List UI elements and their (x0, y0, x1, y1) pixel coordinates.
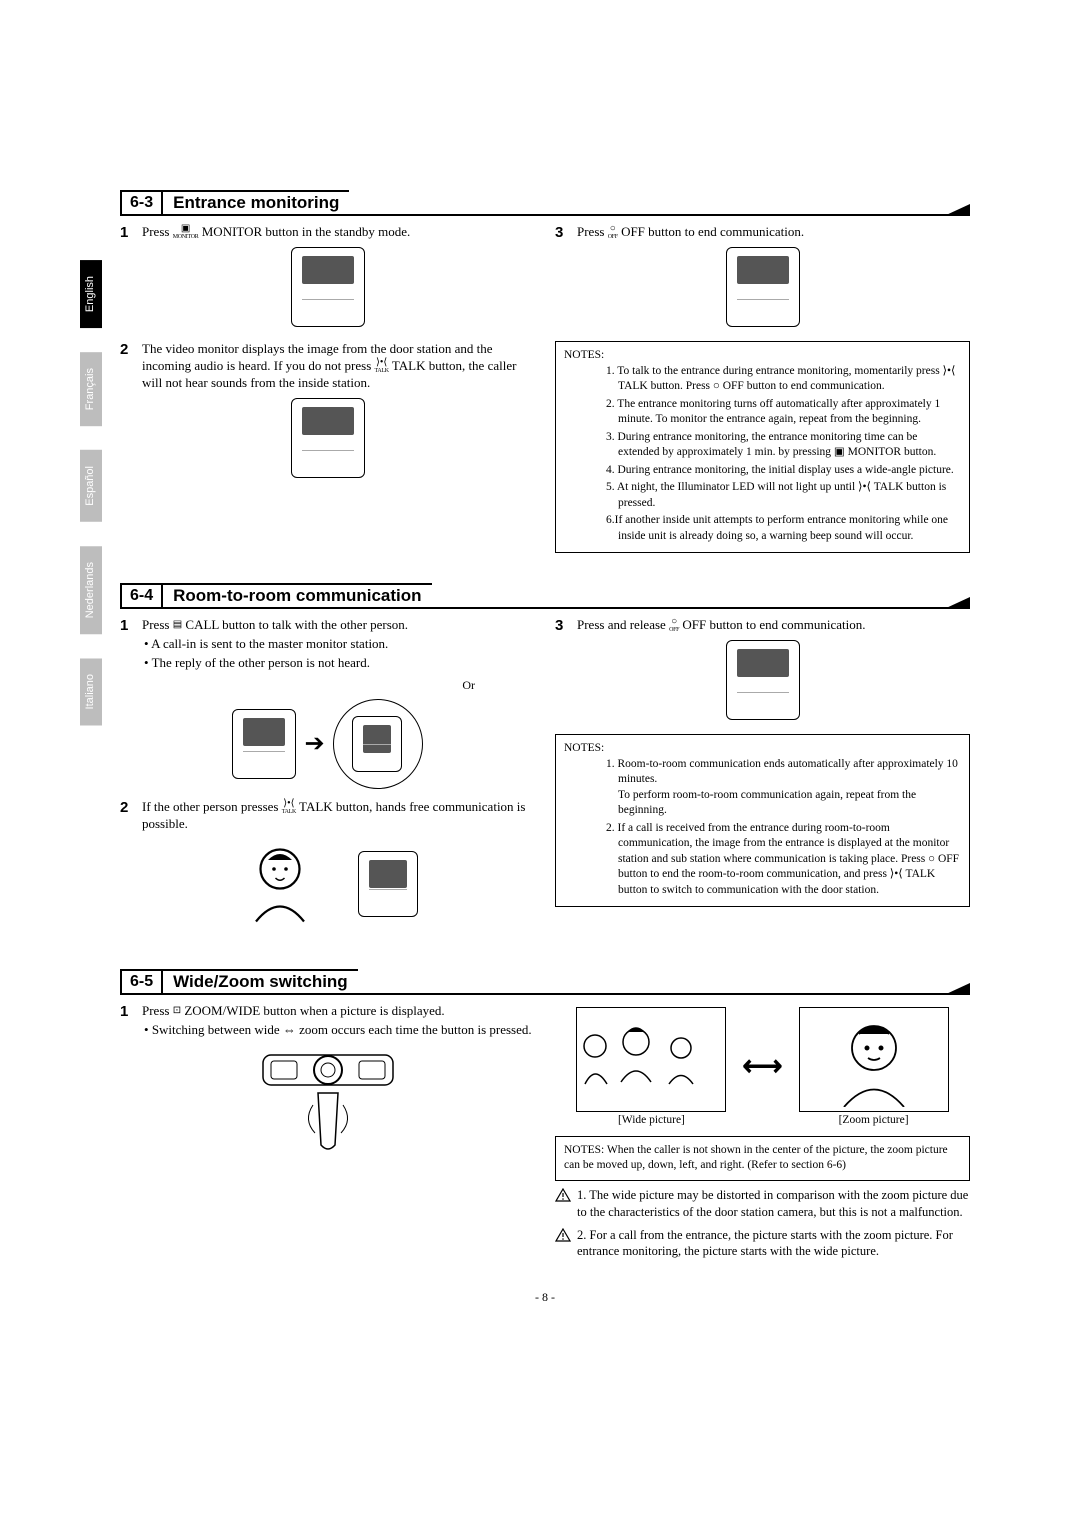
notes-label: NOTES: (564, 742, 604, 754)
or-label: Or (120, 678, 535, 693)
off-icon: ○OFF (669, 617, 679, 633)
step-number: 2 (120, 341, 134, 392)
illustration-monitor-display (120, 398, 535, 482)
notes-label: NOTES: (564, 349, 604, 361)
lang-tab-francais[interactable]: Français (80, 352, 102, 426)
note-item: 2. If a call is received from the entran… (618, 821, 961, 899)
call-icon: ▤ (173, 620, 182, 630)
monitor-icon: ▣MONITOR (173, 224, 199, 240)
step-number: 1 (120, 1003, 134, 1039)
step-number: 2 (120, 799, 134, 833)
notes-box-6-4: NOTES: 1. Room-to-room communication end… (555, 734, 970, 907)
step-text: The video monitor displays the image fro… (142, 341, 535, 392)
warning-icon (555, 1228, 571, 1242)
zoom-icon: ⊡ (173, 1006, 181, 1016)
warning-item: 1. The wide picture may be distorted in … (555, 1187, 970, 1221)
lang-tab-italiano[interactable]: Italiano (80, 658, 102, 725)
wide-zoom-comparison: [Wide picture] ⟷ [Zoom picture] (555, 1007, 970, 1126)
step-text: Press ▤ CALL button to talk with the oth… (142, 617, 535, 672)
notes-label: NOTES: (564, 1144, 604, 1156)
step-number: 1 (120, 224, 134, 241)
section-header: 6-3 Entrance monitoring (120, 190, 970, 216)
section-number: 6-3 (120, 190, 163, 216)
talk-icon: ⟩•⟨TALK (375, 358, 389, 374)
language-tabs: English Français Español Nederlands Ital… (80, 260, 104, 750)
step-number: 1 (120, 617, 134, 672)
section-6-3: 6-3 Entrance monitoring 1 Press ▣MONITOR… (120, 190, 970, 553)
page-number: - 8 - (120, 1290, 970, 1305)
section-title: Wide/Zoom switching (163, 969, 358, 995)
section-number: 6-5 (120, 969, 163, 995)
warning-item: 2. For a call from the entrance, the pic… (555, 1227, 970, 1261)
illustration-monitor-press (120, 247, 535, 331)
note-item: 3. During entrance monitoring, the entra… (618, 430, 961, 461)
section-title: Entrance monitoring (163, 190, 349, 216)
notes-box-6-5: NOTES: When the caller is not shown in t… (555, 1136, 970, 1181)
step-text: Press ○OFF OFF button to end communicati… (577, 224, 970, 241)
section-header: 6-4 Room-to-room communication (120, 583, 970, 609)
note-item: 1. Room-to-room communication ends autom… (618, 757, 961, 819)
step-text: If the other person presses ⟩•⟨TALK TALK… (142, 799, 535, 833)
note-item: 1. To talk to the entrance during entran… (618, 364, 961, 395)
note-item: 6.If another inside unit attempts to per… (618, 513, 961, 544)
zoom-caption: [Zoom picture] (799, 1114, 949, 1126)
section-6-4: 6-4 Room-to-room communication 1 Press ▤… (120, 583, 970, 939)
step-text: Press and release ○OFF OFF button to end… (577, 617, 970, 634)
illustration-zoom-button (120, 1045, 535, 1159)
note-item: 5. At night, the Illuminator LED will no… (618, 480, 961, 511)
illustration-handsfree (120, 839, 535, 929)
section-number: 6-4 (120, 583, 163, 609)
double-arrow-icon: ⟷ (742, 1049, 782, 1083)
step-number: 3 (555, 224, 569, 241)
lang-tab-espanol[interactable]: Español (80, 450, 102, 522)
step-text: Press ▣MONITOR MONITOR button in the sta… (142, 224, 535, 241)
section-6-5: 6-5 Wide/Zoom switching 1 Press ⊡ ZOOM/W… (120, 969, 970, 1261)
person-icon (238, 839, 328, 929)
wide-caption: [Wide picture] (576, 1114, 726, 1126)
illustration-call-sequence: ➔ (120, 699, 535, 789)
illustration-off-press (555, 247, 970, 331)
section-header: 6-5 Wide/Zoom switching (120, 969, 970, 995)
warning-icon (555, 1188, 571, 1202)
note-item: 4. During entrance monitoring, the initi… (618, 463, 961, 479)
notes-text: When the caller is not shown in the cent… (564, 1144, 948, 1172)
step-number: 3 (555, 617, 569, 634)
talk-icon: ⟩•⟨TALK (282, 799, 296, 815)
section-title: Room-to-room communication (163, 583, 431, 609)
note-item: 2. The entrance monitoring turns off aut… (618, 397, 961, 428)
step-text: Press ⊡ ZOOM/WIDE button when a picture … (142, 1003, 535, 1039)
illustration-off-press (555, 640, 970, 724)
lang-tab-english[interactable]: English (80, 260, 102, 328)
wide-picture-frame (576, 1007, 726, 1112)
lang-tab-nederlands[interactable]: Nederlands (80, 546, 102, 634)
notes-box-6-3: NOTES: 1. To talk to the entrance during… (555, 341, 970, 553)
off-icon: ○OFF (608, 224, 618, 240)
zoom-picture-frame (799, 1007, 949, 1112)
